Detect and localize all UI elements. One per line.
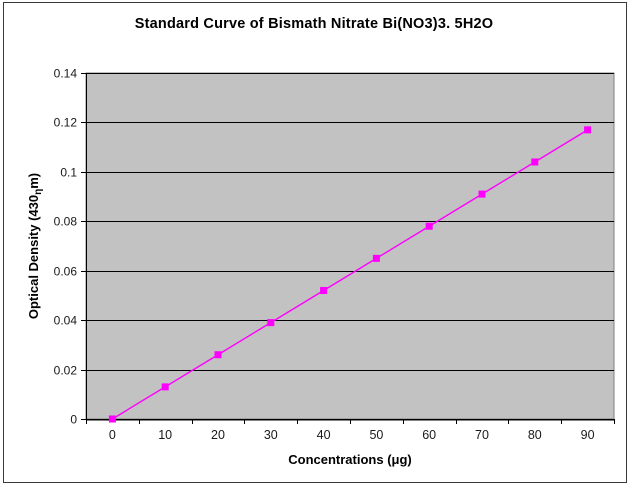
data-point-marker — [267, 319, 275, 327]
x-tick-label: 90 — [581, 428, 595, 442]
series-line — [112, 129, 588, 420]
data-point-marker — [320, 286, 328, 294]
y-tick-label: 0.1 — [60, 166, 77, 180]
data-point-marker — [108, 415, 116, 423]
x-tick-labels: 0 10 20 30 40 50 60 70 80 90 — [109, 428, 595, 442]
y-tick-label: 0.08 — [54, 215, 78, 229]
x-tick-label: 30 — [264, 428, 278, 442]
data-point-marker — [372, 254, 380, 262]
y-tick-label: 0.12 — [54, 116, 78, 130]
data-point-marker — [531, 158, 539, 166]
x-tick-label: 80 — [528, 428, 542, 442]
x-tick-label: 0 — [109, 428, 116, 442]
y-tick-label: 0.14 — [54, 67, 78, 81]
line-chart: 0 0.02 0.04 0.06 0.08 0.1 0.12 0.14 0 10 20 30 40 50 6… — [26, 67, 615, 467]
data-point-marker — [161, 383, 169, 391]
x-tick-label: 10 — [158, 428, 172, 442]
y-tick-label: 0.02 — [54, 364, 78, 378]
data-point-marker — [584, 126, 592, 134]
series-markers — [108, 126, 592, 423]
x-tick-label: 50 — [369, 428, 383, 442]
y-gridlines — [86, 73, 614, 371]
data-point-marker — [425, 222, 433, 230]
x-tick-label: 40 — [317, 428, 331, 442]
chart-title: Standard Curve of Bismath Nitrate Bi(NO3… — [134, 16, 494, 32]
plot-area — [85, 72, 615, 420]
chart-frame: Standard Curve of Bismath Nitrate Bi(NO3… — [3, 2, 627, 483]
data-point-marker — [478, 190, 486, 198]
y-tick-label: 0.04 — [54, 314, 78, 328]
data-point-marker — [214, 351, 222, 359]
y-tick-labels: 0 0.02 0.04 0.06 0.08 0.1 0.12 0.14 — [54, 67, 78, 427]
x-tick-label: 70 — [475, 428, 489, 442]
y-tick-label: 0.06 — [54, 265, 78, 279]
x-tick-label: 60 — [422, 428, 436, 442]
y-tick-label: 0 — [70, 413, 77, 427]
x-tick-label: 20 — [211, 428, 225, 442]
x-axis-title: Concentrations (μg) — [288, 452, 412, 467]
y-axis-title: Optical Density (430ηm) — [26, 173, 44, 319]
